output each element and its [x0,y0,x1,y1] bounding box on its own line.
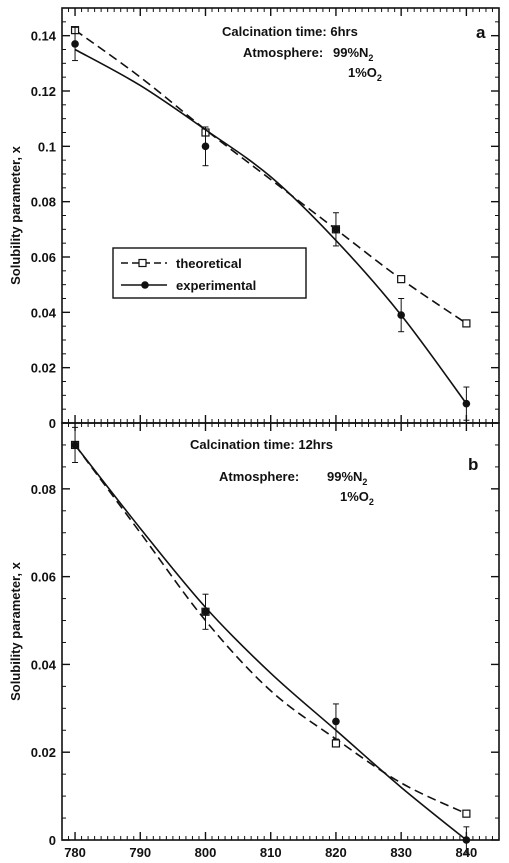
y-tick-label: 0.12 [31,84,56,99]
legend-theoretical-marker [138,258,147,268]
y-axis-title: Solubility parameter, x [8,561,23,700]
experimental-point [332,225,340,234]
x-tick-label: 780 [64,845,86,860]
panel-label: b [468,455,478,474]
y-tick-label: 0.04 [31,657,57,672]
experimental-point [201,607,210,616]
legend-theoretical-label: theoretical [176,256,242,271]
legend-box [112,247,307,299]
y-tick-label: 0.06 [31,570,56,585]
x-tick-label: 830 [390,845,412,860]
theoretical-point [331,739,341,748]
plot-frame [61,7,500,424]
x-tick-label: 790 [129,845,151,860]
experimental-point [71,40,79,48]
annotation-atm-o2: 1%O2 [340,489,374,507]
annotation-time: Calcination time: 12hrs [190,437,333,452]
theoretical-point [397,275,406,284]
plot-frame [61,422,500,841]
y-tick-label: 0.06 [31,250,56,265]
y-tick-label: 0.02 [31,745,56,760]
theoretical-point [462,809,471,818]
annotation-atmosphere-label: Atmosphere: [219,469,299,484]
experimental-curve [74,48,468,405]
experimental-point [201,142,210,151]
y-axis-title: Solubility parameter, x [8,145,23,284]
annotation-atm-n2: 99%N2 [333,45,373,63]
experimental-point [397,311,405,319]
experimental-point [332,717,340,726]
x-tick-label: 820 [325,845,347,860]
panel-label: a [476,23,486,42]
experimental-point [71,441,79,449]
legend-experimental-label: experimental [176,278,256,293]
y-tick-label: 0.04 [31,305,57,320]
legend: theoretical experimental [112,247,307,299]
panel-a: 0 0.02 0.04 0.06 0.08 0.1 0.12 0.14 Solubility p… [8,7,500,431]
y-tick-label: 0.08 [31,482,56,497]
annotation-atmosphere-label: Atmosphere: [243,45,323,60]
experimental-point [462,399,471,408]
y-tick-label: 0 [49,833,56,848]
theoretical-point [462,319,471,328]
panel-b: 00.020.040.060.08780790800810820830840Ca… [8,422,500,863]
y-tick-label: 0.02 [31,361,56,376]
experimental-point [462,836,471,844]
legend-experimental-marker [141,281,149,289]
y-tick-label: 0.1 [38,139,56,154]
annotation-atm-n2: 99%N2 [327,469,367,487]
experimental-curve [74,444,467,841]
annotation-atm-o2: 1%O2 [348,65,382,83]
annotation-time: Calcination time: 6hrs [222,24,358,39]
y-tick-label: 0 [49,416,56,431]
y-tick-label: 0.08 [31,195,56,210]
y-tick-label: 0.14 [31,29,57,44]
x-tick-label: 810 [260,845,282,860]
x-tick-label: 800 [195,845,217,860]
theoretical-curve [74,444,467,815]
